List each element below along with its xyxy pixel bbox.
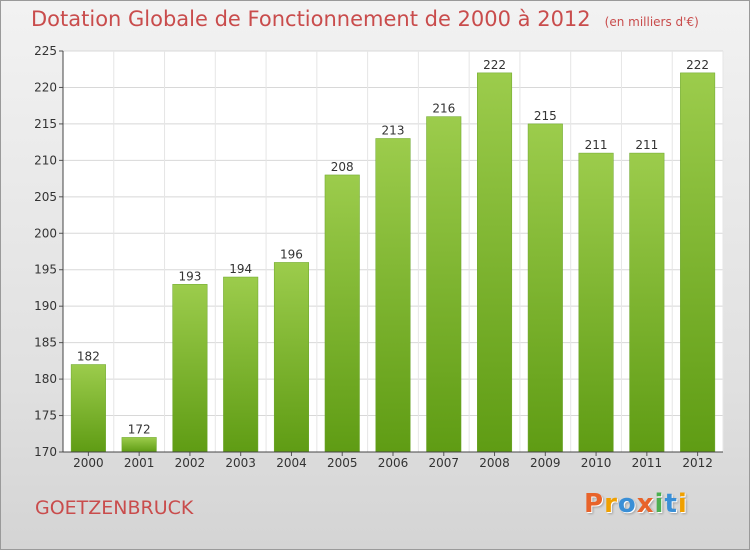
data-label-2009: 215 [534, 109, 557, 123]
proxiti-logo: Proxiti [584, 489, 688, 519]
x-tick-label-2005: 2005 [327, 456, 358, 470]
x-tick-label-2003: 2003 [225, 456, 256, 470]
chart-title: Dotation Globale de Fonctionnement de 20… [31, 7, 699, 31]
data-label-2005: 208 [331, 160, 354, 174]
data-label-2006: 213 [382, 123, 405, 137]
y-tick-label: 170 [34, 445, 57, 459]
bar-2000 [70, 364, 106, 453]
bar-2009 [527, 123, 563, 453]
x-tick-label-2002: 2002 [175, 456, 206, 470]
bar-2001 [121, 437, 157, 453]
bar-2012 [680, 72, 716, 453]
commune-name: GOETZENBRUCK [35, 497, 194, 519]
bar-2002 [172, 284, 208, 453]
x-tick-label-2006: 2006 [378, 456, 409, 470]
logo-letter: x [636, 489, 655, 519]
logo-letter: o [617, 489, 637, 519]
logo-letter: t [664, 489, 678, 519]
x-tick-label-2007: 2007 [428, 456, 459, 470]
y-tick-label: 180 [34, 372, 57, 386]
bars: 182 172 193 194 196 208 213 216 222 215 211 211 222 [70, 58, 716, 453]
data-label-2000: 182 [77, 350, 100, 364]
data-label-2011: 211 [635, 138, 658, 152]
x-tick-label-2012: 2012 [682, 456, 713, 470]
bar-2008 [477, 72, 513, 453]
y-tick-label: 205 [34, 190, 57, 204]
chart-subtitle: (en milliers d'€) [604, 15, 699, 29]
y-tick-label: 195 [34, 263, 57, 277]
data-label-2004: 196 [280, 247, 303, 261]
logo-letter: r [604, 489, 618, 519]
y-tick-label: 220 [34, 80, 57, 94]
y-tick-label: 215 [34, 117, 57, 131]
data-label-2001: 172 [128, 422, 151, 436]
y-tick-label: 175 [34, 409, 57, 423]
data-label-2010: 211 [585, 138, 608, 152]
bar-2007 [426, 116, 462, 453]
y-tick-label: 210 [34, 153, 57, 167]
data-label-2002: 193 [178, 269, 201, 283]
data-label-2012: 222 [686, 58, 709, 72]
logo-letter: i [654, 489, 665, 519]
x-tick-label-2000: 2000 [73, 456, 104, 470]
data-label-2003: 194 [229, 262, 252, 276]
x-tick-label-2011: 2011 [632, 456, 663, 470]
x-tick-label-2010: 2010 [581, 456, 612, 470]
bar-2004 [273, 262, 309, 453]
y-tick-label: 185 [34, 336, 57, 350]
x-tick-label-2001: 2001 [124, 456, 155, 470]
bar-2003 [223, 276, 259, 453]
y-tick-label: 200 [34, 226, 57, 240]
bar-2005 [324, 174, 360, 453]
logo-letter: i [677, 489, 688, 519]
y-tick-label: 190 [34, 299, 57, 313]
chart-title-text: Dotation Globale de Fonctionnement de 20… [31, 7, 591, 31]
x-tick-label-2004: 2004 [276, 456, 307, 470]
y-tick-label: 225 [34, 44, 57, 58]
bar-2006 [375, 138, 411, 453]
x-tick-label-2009: 2009 [530, 456, 561, 470]
data-label-2008: 222 [483, 58, 506, 72]
x-tick-label-2008: 2008 [479, 456, 510, 470]
logo-letter: P [584, 489, 605, 519]
bar-2010 [578, 152, 614, 453]
bar-2011 [629, 152, 665, 453]
data-label-2007: 216 [432, 102, 455, 116]
axes: 170 175 180 185 190 195 200 205 210 215 220 225 2000… [34, 44, 723, 470]
